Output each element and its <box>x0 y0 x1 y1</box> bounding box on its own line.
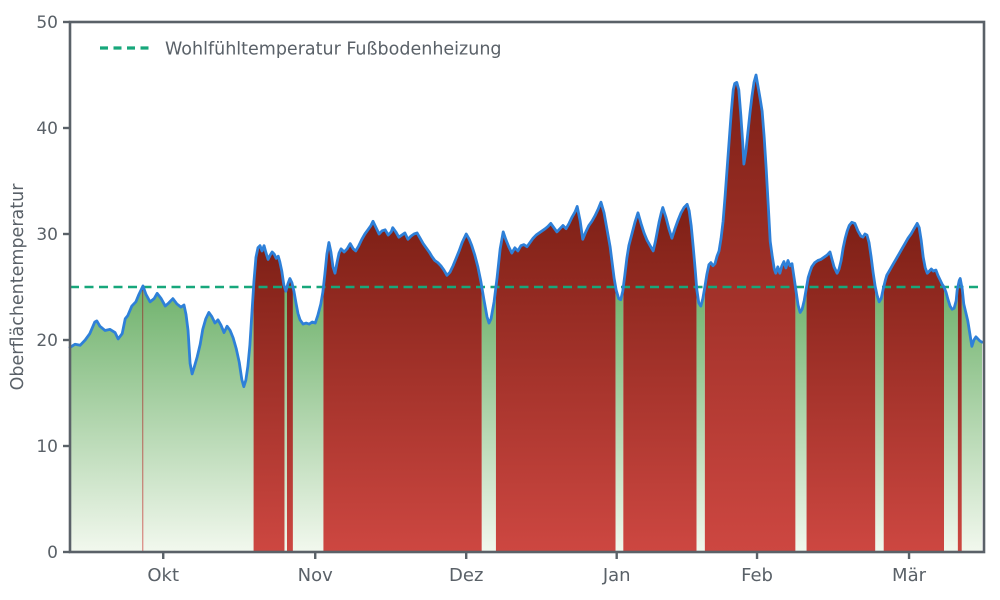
x-ticks: Okt Nov Dez Jan Feb Mär <box>147 552 927 586</box>
axis-box <box>68 20 986 554</box>
y-tick-label: 30 <box>36 225 58 245</box>
fill-below-threshold <box>944 287 958 552</box>
fill-above-threshold <box>704 75 796 552</box>
fill-below-threshold <box>961 287 982 552</box>
y-tick-label: 20 <box>36 331 58 351</box>
fill-above-threshold <box>253 245 285 552</box>
fill-below-threshold <box>143 287 254 552</box>
fill-below-threshold <box>284 287 287 552</box>
legend-label: Wohlfühltemperatur Fußbodenheizung <box>165 40 502 60</box>
area-fills <box>70 75 982 552</box>
fill-below-threshold <box>481 287 496 552</box>
fill-above-threshold <box>883 223 944 552</box>
fill-below-threshold <box>615 287 624 552</box>
x-tick-label: Nov <box>298 565 333 586</box>
fill-above-threshold <box>287 278 293 552</box>
fill-below-threshold <box>70 287 143 552</box>
fill-below-threshold <box>795 287 807 552</box>
fill-above-threshold <box>495 202 616 552</box>
y-tick-label: 10 <box>36 437 58 457</box>
x-tick-label: Feb <box>741 565 773 586</box>
y-tick-label: 0 <box>47 543 58 563</box>
y-ticks: 0 10 20 30 40 50 <box>36 13 70 563</box>
x-tick-label: Okt <box>147 565 179 586</box>
fill-below-threshold <box>696 287 705 552</box>
temperature-line <box>68 73 984 389</box>
y-axis-title: Oberflächentemperatur <box>8 183 28 391</box>
y-tick-label: 50 <box>36 13 58 33</box>
fill-above-threshold <box>323 221 482 552</box>
fill-above-threshold <box>806 222 876 552</box>
y-tick-label: 40 <box>36 119 58 139</box>
fill-below-threshold <box>292 287 324 552</box>
x-tick-label: Jan <box>602 565 631 586</box>
legend: Wohlfühltemperatur Fußbodenheizung <box>100 40 502 60</box>
fill-above-threshold <box>623 204 697 552</box>
fill-above-threshold <box>142 285 144 552</box>
fill-below-threshold <box>875 287 884 552</box>
x-tick-label: Mär <box>892 565 927 586</box>
x-tick-label: Dez <box>449 565 483 586</box>
plot-border <box>68 20 986 554</box>
fill-above-threshold <box>957 278 962 552</box>
